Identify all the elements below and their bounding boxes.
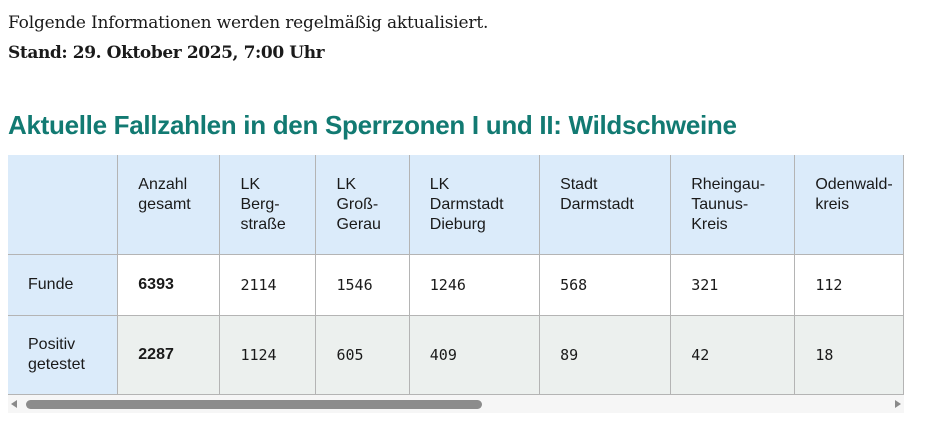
cell-funde-stadt-darmstadt: 568 [539,253,672,316]
cell-positiv-gross-gerau: 605 [315,314,410,395]
cell-positiv-darmstadt-dieburg: 409 [408,314,541,395]
cell-positiv-stadt-darmstadt: 89 [539,314,672,395]
table-row-funde: Funde 6393 2114 1546 1246 568 321 112 [8,253,904,316]
row-label-positiv: Positiv getestet [8,314,119,395]
table-heading: Aktuelle Fallzahlen in den Sperrzonen I … [8,110,737,140]
cell-positiv-gesamt: 2287 [117,314,221,395]
cell-funde-darmstadt-dieburg: 1246 [408,253,541,316]
cell-positiv-bergstrasse: 1124 [219,314,317,395]
update-notice: Folgende Informationen werden regelmäßig… [8,13,489,33]
table-row-positiv: Positiv getestet 2287 1124 605 409 89 42… [8,314,904,395]
cell-funde-gesamt: 6393 [117,253,221,316]
horizontal-scrollbar[interactable] [8,397,904,413]
cell-positiv-odenwald: 18 [794,314,904,395]
case-numbers-table: Anzahl gesamt LK Berg-straße LK Groß- Gerau … [8,155,904,395]
status-date: Stand: 29. Oktober 2025, 7:00 Uhr [8,43,325,63]
cell-funde-bergstrasse: 2114 [219,253,317,316]
header-lk-darmstadt-dieburg: LK Darmstadt Dieburg [408,155,541,255]
header-stadt-darmstadt: Stadt Darmstadt [539,155,672,255]
scroll-right-arrow-icon[interactable] [895,400,901,408]
header-rheingau-taunus-kreis: Rheingau- Taunus- Kreis [670,155,796,255]
intro-text: Folgende Informationen werden regelmäßig… [8,8,488,68]
cell-funde-gross-gerau: 1546 [315,253,410,316]
cell-funde-rheingau-taunus: 321 [670,253,796,316]
header-lk-gross-gerau: LK Groß- Gerau [315,155,410,255]
header-odenwaldkreis: Odenwald-kreis [794,155,904,255]
table-scroll-container[interactable]: Anzahl gesamt LK Berg-straße LK Groß- Gerau … [8,155,904,413]
scrollbar-thumb[interactable] [26,400,482,409]
cell-funde-odenwald: 112 [794,253,904,316]
header-row: Anzahl gesamt LK Berg-straße LK Groß- Gerau … [8,155,904,255]
header-lk-bergstrasse: LK Berg-straße [219,155,317,255]
row-label-funde: Funde [8,253,119,316]
scroll-left-arrow-icon[interactable] [11,400,17,408]
header-anzahl-gesamt: Anzahl gesamt [117,155,221,255]
cell-positiv-rheingau-taunus: 42 [670,314,796,395]
header-empty [8,155,119,255]
